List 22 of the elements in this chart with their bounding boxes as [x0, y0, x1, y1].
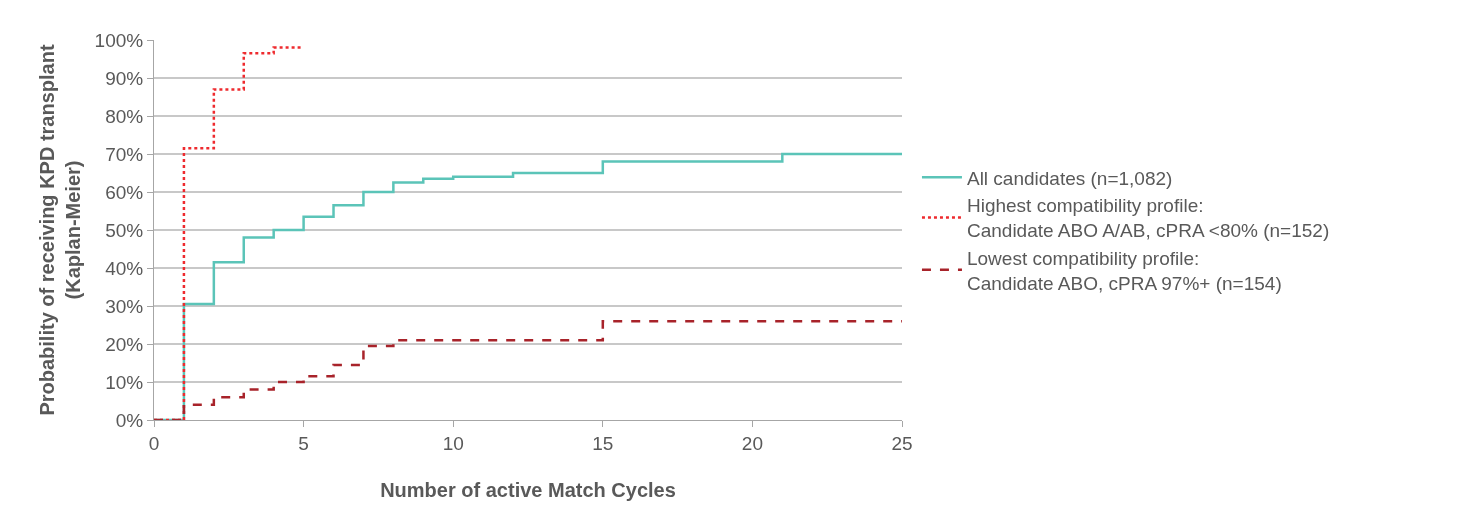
legend-label: Highest compatibility profile: Candidate ABO A/AB, cPRA <80% (n=152): [966, 195, 1330, 242]
y-axis-title: Probability of receiving KPD transplant (Kaplan-Meier): [36, 44, 85, 416]
x-tick-label: 15: [592, 432, 614, 454]
y-tick-label: 80%: [105, 105, 144, 127]
x-tick-label: 0: [148, 432, 160, 454]
y-tick-label: 10%: [105, 371, 144, 393]
y-tick-label: 40%: [105, 257, 144, 279]
y-tick-label: 60%: [105, 181, 144, 203]
y-tick-label: 50%: [105, 219, 144, 241]
x-tick-label: 20: [741, 432, 763, 454]
legend-label: Lowest compatibility profile: Candidate ABO, cPRA 97%+ (n=154): [966, 247, 1282, 294]
y-tick-label: 0%: [115, 409, 144, 431]
y-tick-label: 100%: [94, 29, 144, 51]
y-tick-label: 20%: [105, 333, 144, 355]
y-tick-label: 70%: [105, 143, 144, 165]
y-tick-label: 90%: [105, 67, 144, 89]
x-tick-label: 10: [442, 432, 464, 454]
x-tick-label: 5: [298, 432, 309, 454]
x-axis-title: Number of active Match Cycles: [380, 479, 676, 502]
x-tick-label: 25: [891, 432, 913, 454]
y-tick-label: 30%: [105, 295, 144, 317]
legend-label: All candidates (n=1,082): [966, 167, 1173, 189]
